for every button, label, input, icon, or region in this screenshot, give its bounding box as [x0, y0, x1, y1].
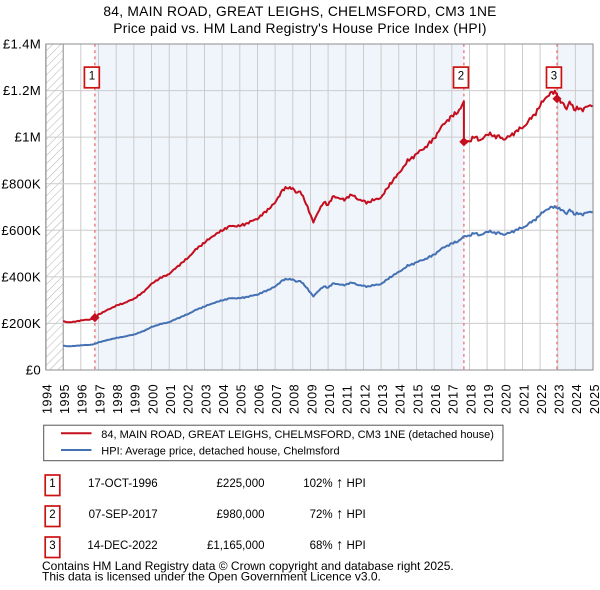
svg-text:2012: 2012 [358, 384, 372, 414]
svg-text:1: 1 [89, 70, 95, 82]
svg-text:3: 3 [551, 70, 557, 82]
svg-text:2020: 2020 [500, 384, 514, 414]
svg-text:2016: 2016 [429, 384, 443, 414]
svg-text:2025: 2025 [588, 384, 600, 414]
svg-text:1995: 1995 [58, 384, 72, 414]
svg-text:2019: 2019 [482, 384, 496, 414]
svg-text:£200K: £200K [1, 316, 41, 331]
svg-text:84, MAIN ROAD, GREAT LEIGHS, C: 84, MAIN ROAD, GREAT LEIGHS, CHELMSFORD,… [101, 429, 494, 441]
svg-text:Contains HM Land Registry data: Contains HM Land Registry data © Crown c… [42, 559, 454, 573]
svg-text:2003: 2003 [199, 384, 213, 414]
svg-text:14-DEC-2022: 14-DEC-2022 [87, 540, 157, 552]
svg-text:£0: £0 [26, 363, 41, 378]
svg-text:£600K: £600K [1, 223, 41, 238]
svg-text:102% ↑​ HPI: 102% ↑​ HPI [303, 475, 365, 492]
svg-text:2013: 2013 [376, 384, 390, 414]
svg-text:07-SEP-2017: 07-SEP-2017 [89, 509, 158, 521]
svg-text:1: 1 [49, 478, 55, 490]
svg-text:2010: 2010 [323, 384, 337, 414]
svg-text:2015: 2015 [411, 384, 425, 414]
svg-text:68% ↑​ HPI: 68% ↑​ HPI [310, 537, 366, 554]
svg-text:2021: 2021 [517, 384, 531, 414]
svg-text:2018: 2018 [464, 384, 478, 414]
svg-text:84, MAIN ROAD, GREAT LEIGHS, C: 84, MAIN ROAD, GREAT LEIGHS, CHELMSFORD,… [103, 4, 496, 19]
svg-text:2001: 2001 [164, 384, 178, 414]
svg-text:1999: 1999 [129, 384, 143, 414]
svg-text:2006: 2006 [252, 384, 266, 414]
svg-text:2008: 2008 [288, 384, 302, 414]
svg-text:1998: 1998 [111, 384, 125, 414]
svg-text:72% ↑​ HPI: 72% ↑​ HPI [310, 506, 366, 523]
svg-text:2022: 2022 [535, 384, 549, 414]
svg-text:2009: 2009 [305, 384, 319, 414]
svg-text:£980,000: £980,000 [217, 509, 265, 521]
svg-text:£1.2M: £1.2M [3, 83, 41, 98]
svg-text:2004: 2004 [217, 384, 231, 414]
svg-text:2002: 2002 [182, 384, 196, 414]
svg-text:This data is licensed under th: This data is licensed under the Open Gov… [42, 570, 381, 584]
svg-text:2007: 2007 [270, 384, 284, 414]
svg-text:2024: 2024 [570, 384, 584, 414]
svg-text:2023: 2023 [553, 384, 567, 414]
svg-text:2014: 2014 [394, 384, 408, 414]
svg-text:17-OCT-1996: 17-OCT-1996 [88, 478, 158, 490]
svg-text:2000: 2000 [146, 384, 160, 414]
svg-text:2005: 2005 [235, 384, 249, 414]
svg-text:Price paid vs. HM Land Registr: Price paid vs. HM Land Registry's House … [113, 21, 486, 36]
svg-text:3: 3 [49, 540, 55, 552]
svg-text:1996: 1996 [76, 384, 90, 414]
svg-text:2017: 2017 [447, 384, 461, 414]
svg-text:1997: 1997 [93, 384, 107, 414]
svg-text:£1,165,000: £1,165,000 [207, 540, 265, 552]
svg-text:HPI: Average price, detached h: HPI: Average price, detached house, Chel… [101, 446, 339, 458]
svg-text:£225,000: £225,000 [217, 478, 265, 490]
svg-text:1994: 1994 [40, 384, 54, 414]
svg-text:£1M: £1M [14, 130, 41, 145]
svg-text:£1.4M: £1.4M [3, 37, 41, 52]
svg-text:2: 2 [49, 509, 55, 521]
svg-text:2011: 2011 [341, 385, 355, 414]
svg-text:£800K: £800K [1, 176, 41, 191]
svg-text:2: 2 [458, 70, 464, 82]
svg-text:£400K: £400K [1, 270, 41, 285]
